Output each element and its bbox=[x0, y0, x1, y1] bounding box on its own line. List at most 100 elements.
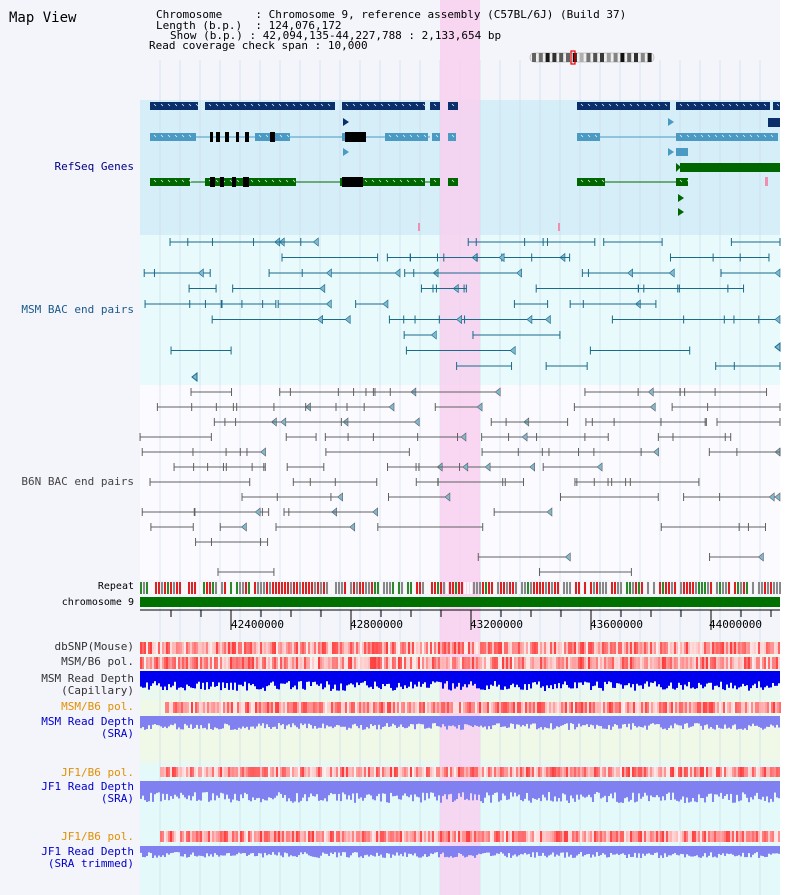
read-depth-bar bbox=[428, 671, 430, 688]
polymorphism-cell bbox=[548, 642, 550, 654]
polymorphism-cell bbox=[238, 767, 240, 777]
read-depth-bar bbox=[568, 716, 570, 730]
read-depth-bar bbox=[262, 671, 264, 688]
polymorphism-cell bbox=[277, 702, 279, 713]
read-depth-bar bbox=[212, 716, 214, 730]
read-depth-bar bbox=[376, 671, 378, 687]
read-depth-bar bbox=[750, 781, 752, 798]
read-depth-bar bbox=[610, 781, 612, 794]
read-depth-bar bbox=[232, 671, 234, 690]
track-label-chromosome: chromosome 9 bbox=[61, 597, 134, 608]
polymorphism-cell bbox=[700, 831, 702, 842]
polymorphism-cell bbox=[578, 767, 580, 777]
read-depth-bar bbox=[518, 671, 520, 688]
polymorphism-cell bbox=[560, 642, 562, 654]
polymorphism-cell bbox=[476, 831, 478, 842]
polymorphism-cell bbox=[658, 642, 660, 654]
polymorphism-cell bbox=[490, 831, 492, 842]
polymorphism-cell bbox=[220, 767, 222, 777]
polymorphism-cell bbox=[370, 767, 372, 777]
polymorphism-cell bbox=[680, 831, 682, 842]
read-depth-bar bbox=[434, 846, 436, 853]
polymorphism-cell bbox=[222, 767, 224, 777]
polymorphism-cell bbox=[376, 831, 378, 842]
repeat-mark bbox=[731, 582, 733, 594]
gene-strand-mark bbox=[657, 103, 661, 107]
read-depth-bar bbox=[286, 716, 288, 726]
polymorphism-cell bbox=[764, 642, 766, 654]
polymorphism-cell bbox=[357, 702, 359, 713]
read-depth-bar bbox=[368, 716, 370, 729]
read-depth-bar bbox=[450, 781, 452, 794]
read-depth-bar bbox=[476, 671, 478, 689]
repeat-mark bbox=[401, 582, 403, 594]
polymorphism-cell bbox=[646, 767, 648, 777]
polymorphism-cell bbox=[562, 767, 564, 777]
polymorphism-cell bbox=[724, 767, 726, 777]
read-depth-bar bbox=[596, 781, 598, 793]
read-depth-bar bbox=[148, 846, 150, 853]
bac-end-arrow bbox=[521, 432, 528, 442]
read-depth-bar bbox=[592, 781, 594, 802]
read-depth-bar bbox=[548, 846, 550, 856]
read-depth-bar bbox=[774, 671, 776, 686]
read-depth-bar bbox=[514, 716, 516, 729]
repeat-mark bbox=[152, 582, 154, 594]
read-depth-bar bbox=[576, 671, 578, 689]
polymorphism-cell bbox=[693, 702, 695, 713]
read-depth-bar bbox=[458, 781, 460, 794]
polymorphism-cell bbox=[150, 642, 152, 654]
polymorphism-cell bbox=[570, 767, 572, 777]
read-depth-bar bbox=[468, 716, 470, 726]
polymorphism-cell bbox=[626, 642, 628, 654]
bac-end-arrow bbox=[444, 492, 451, 502]
polymorphism-cell bbox=[750, 831, 752, 842]
polymorphism-cell bbox=[169, 702, 171, 713]
polymorphism-cell bbox=[743, 702, 745, 713]
read-depth-bar bbox=[288, 671, 290, 682]
polymorphism-cell bbox=[596, 657, 598, 669]
gene-strand-mark bbox=[416, 134, 420, 138]
read-depth-bar bbox=[736, 781, 738, 795]
read-depth-bar bbox=[232, 716, 234, 730]
polymorphism-cell bbox=[580, 831, 582, 842]
polymorphism-cell bbox=[775, 702, 777, 713]
polymorphism-cell bbox=[192, 831, 194, 842]
repeat-mark bbox=[761, 582, 763, 594]
read-depth-bar bbox=[560, 846, 562, 853]
read-depth-bar bbox=[234, 846, 236, 856]
repeat-mark bbox=[161, 582, 163, 594]
read-depth-bar bbox=[420, 671, 422, 687]
read-depth-bar bbox=[250, 781, 252, 802]
polymorphism-cell bbox=[638, 831, 640, 842]
read-depth-bar bbox=[238, 716, 240, 728]
polymorphism-cell bbox=[483, 702, 485, 713]
polymorphism-cell bbox=[728, 657, 730, 669]
gene-strand-mark bbox=[408, 103, 412, 107]
polymorphism-cell bbox=[664, 642, 666, 654]
read-depth-bar bbox=[396, 846, 398, 853]
read-depth-bar bbox=[670, 846, 672, 856]
track-label-jf1-b6-pol-2: JF1/B6 pol. bbox=[61, 830, 134, 843]
polymorphism-cell bbox=[527, 702, 529, 713]
repeat-mark bbox=[512, 582, 514, 594]
polymorphism-cell bbox=[648, 767, 650, 777]
polymorphism-cell bbox=[374, 642, 376, 654]
polymorphism-cell bbox=[208, 767, 210, 777]
read-depth-bar bbox=[732, 671, 734, 689]
read-depth-bar bbox=[348, 716, 350, 728]
read-depth-bar bbox=[270, 781, 272, 798]
polymorphism-cell bbox=[380, 657, 382, 669]
read-depth-bar bbox=[336, 846, 338, 858]
polymorphism-cell bbox=[364, 657, 366, 669]
read-depth-bar bbox=[338, 781, 340, 794]
read-depth-bar bbox=[770, 846, 772, 855]
read-depth-bar bbox=[496, 671, 498, 687]
polymorphism-cell bbox=[176, 831, 178, 842]
polymorphism-cell bbox=[412, 767, 414, 777]
repeat-mark bbox=[209, 582, 211, 594]
repeat-mark bbox=[719, 582, 721, 594]
polymorphism-cell bbox=[660, 831, 662, 842]
read-depth-bar bbox=[722, 846, 724, 854]
